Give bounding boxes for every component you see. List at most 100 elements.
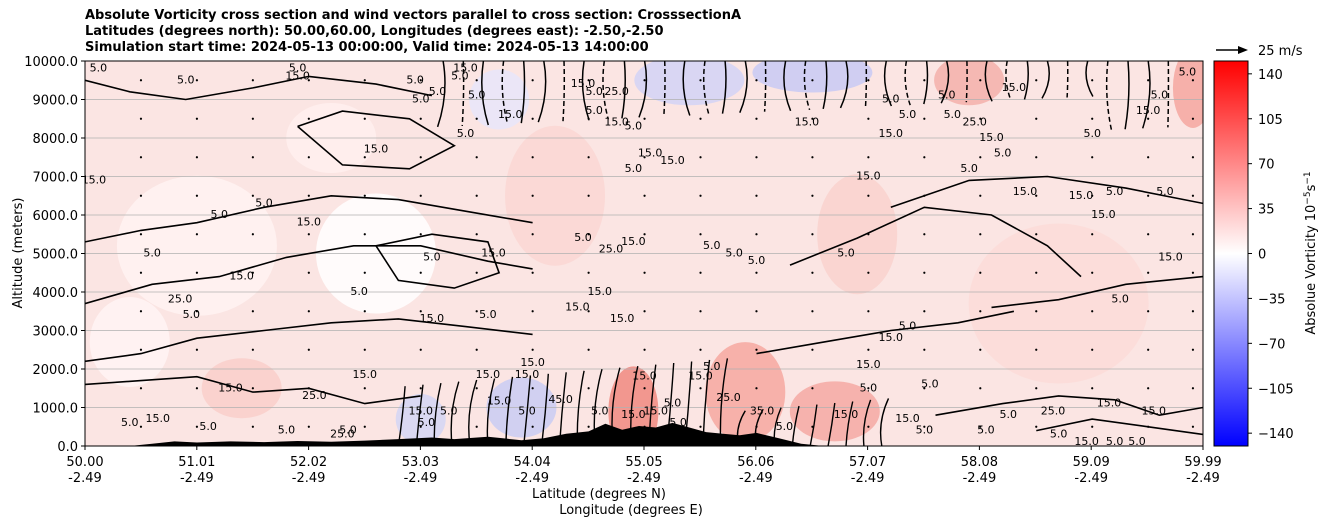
contour-label: 15.0: [364, 143, 389, 156]
contour-line: [85, 194, 533, 243]
contour-line: [845, 401, 854, 446]
y-tick-label: 9000.0: [33, 94, 79, 109]
field-patch: [89, 297, 170, 388]
wind-vector: [643, 310, 646, 313]
wind-vector: [811, 387, 814, 390]
wind-vector: [867, 425, 870, 428]
contour-line: [638, 61, 648, 118]
colorbar-tick-label: 140: [1258, 68, 1283, 83]
y-tick-label: 6000.0: [33, 209, 79, 224]
wind-vector: [923, 425, 926, 428]
colorbar-label-exp2: −1: [1303, 171, 1313, 184]
wind-vector: [643, 156, 646, 159]
contour-line: [890, 175, 1203, 209]
wind-vector: [1147, 271, 1150, 274]
wind-vector: [1091, 348, 1094, 351]
wind-vector: [923, 233, 926, 236]
wind-vector: [139, 156, 143, 159]
wind-vector: [1035, 310, 1038, 313]
wind-vector: [643, 233, 646, 236]
x-tick-label-lat: 59.99: [1184, 455, 1221, 470]
field-patch: [817, 174, 898, 295]
wind-vector: [979, 310, 982, 313]
contour-line: [682, 61, 691, 116]
wind-vector: [475, 348, 478, 351]
contour-label: 25.0: [599, 243, 624, 256]
contour-line: [965, 61, 968, 103]
colorbar-ticks: 140 105 70 35 0 −35 −70 −105 −140: [1248, 68, 1294, 442]
contour-label: 15.0: [1136, 104, 1161, 117]
contour-label: 5.0: [177, 73, 195, 86]
field-patch: [608, 366, 659, 446]
wind-vector: [923, 310, 926, 313]
wind-vector: [419, 271, 422, 274]
contour-label: 15.0: [1069, 189, 1094, 202]
wind-vector: [419, 425, 422, 428]
wind-vector: [979, 79, 982, 82]
contour-label: 15.0: [1002, 81, 1027, 94]
wind-vector: [923, 387, 926, 390]
wind-vector: [363, 387, 366, 390]
wind-vector: [475, 233, 478, 236]
wind-vector: [195, 233, 199, 236]
wind-vector: [307, 310, 310, 313]
gridlines: [85, 99, 1203, 408]
wind-vector: [307, 194, 310, 197]
wind-vector: [139, 425, 143, 428]
wind-vector: [363, 117, 366, 120]
contour-line: [827, 402, 836, 446]
wind-vector: [195, 387, 199, 390]
x-tick-label-lat: 52.02: [290, 455, 327, 470]
contour-label: 15.0: [856, 170, 881, 183]
y-tick-label: 5000.0: [33, 248, 79, 263]
contour-label: 5.0: [860, 381, 878, 394]
contour-label: 15.0: [588, 285, 613, 298]
contour-line: [520, 61, 526, 124]
wind-vector: [867, 117, 870, 120]
contour-label: 15.0: [520, 356, 545, 369]
contour-label: 5.0: [121, 416, 139, 429]
contour-line: [501, 61, 509, 125]
contour-label: 15.0: [604, 116, 629, 129]
wind-vector: [811, 79, 814, 82]
wind-vector: [475, 156, 478, 159]
wind-vector: [1191, 310, 1195, 313]
wind-vector: [531, 117, 534, 120]
contour-line: [602, 61, 610, 120]
contour-label: 15.0: [487, 395, 512, 408]
contour-label: 5.0: [748, 254, 766, 267]
x-tick-label-lon: -2.49: [627, 471, 661, 486]
wind-vector: [587, 425, 590, 428]
wind-vector: [307, 271, 310, 274]
wind-vector: [531, 79, 534, 82]
wind-vector: [1147, 387, 1150, 390]
wind-vector: [251, 194, 254, 197]
wind-vector: [195, 194, 199, 197]
wind-vector: [811, 233, 814, 236]
wind-vector: [251, 425, 254, 428]
contour-label: 5.0: [468, 89, 486, 102]
x-tick-label-lon: -2.49: [180, 471, 214, 486]
contour-label: 5.0: [406, 73, 424, 86]
wind-vector: [363, 271, 366, 274]
wind-vector: [1035, 156, 1038, 159]
wind-vector: [699, 310, 702, 313]
contour-label: 15.0: [481, 247, 506, 260]
vorticity-field: [89, 61, 1203, 446]
wind-vector: [1191, 233, 1195, 236]
contour-label: 15.0: [979, 131, 1004, 144]
contour-label: 15.0: [565, 300, 590, 313]
wind-vector: [419, 79, 422, 82]
contour-line: [581, 61, 590, 121]
colorbar-label-exp1: −5: [1303, 191, 1313, 204]
contour-label: 5.0: [882, 93, 900, 106]
x-tick-label-lat: 50.00: [66, 455, 103, 470]
y-tick-label: 1000.0: [33, 402, 79, 417]
wind-vector: [699, 117, 702, 120]
wind-vector: [587, 156, 590, 159]
contour-label: 5.0: [585, 85, 603, 98]
wind-vector: [1191, 387, 1195, 390]
wind-vector: [1147, 233, 1150, 236]
contour-label: 15.0: [498, 108, 523, 121]
contour-line: [297, 110, 456, 170]
